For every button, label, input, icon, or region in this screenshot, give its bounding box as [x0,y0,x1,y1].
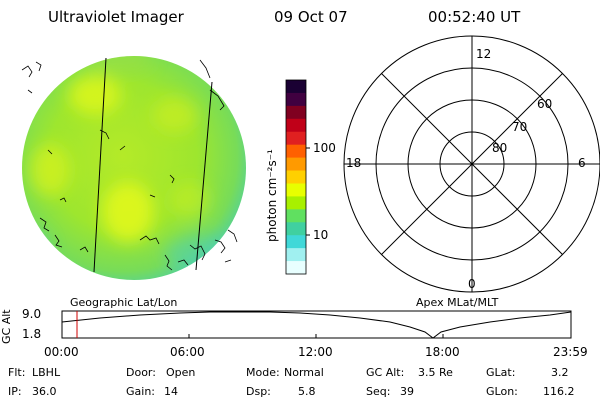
colorbar-segment [286,261,306,275]
colorbar-segment [286,80,306,94]
info-gcalt-value: 3.5 Re [418,366,453,379]
mlt-label-12: 12 [476,47,492,61]
colorbar-segment [286,196,306,210]
right-panel-label: Apex MLat/MLT [416,296,499,309]
info-glat-key: GLat: [486,366,516,379]
info-door-value: Open [166,366,196,379]
altitude-xtick-3: 18:00 [425,345,460,359]
colorbar-label-10: 10 [313,228,329,242]
info-door-key: Door: [126,366,156,379]
colorbar-frame [285,79,307,275]
info-glon-key: GLon: [486,385,518,398]
colorbar-segment [286,183,306,197]
info-seq-value: 39 [400,385,414,398]
info-glat-value: 3.2 [551,366,569,379]
colorbar-segment [286,131,306,146]
colorbar-unit-label: photon cm⁻²s⁻¹ [265,149,279,242]
colorbar-segment [286,157,306,172]
colorbar [285,79,307,275]
colorbar-segment [286,235,306,249]
info-ip-value: 36.0 [32,385,57,398]
instrument-title: Ultraviolet Imager [48,8,184,26]
left-panel-label: Geographic Lat/Lon [70,296,178,309]
lat-label-70: 70 [512,120,528,134]
mlt-label-6: 6 [578,156,586,170]
altitude-ytick-high: 9.0 [22,307,42,321]
info-flt-key: Flt: [8,366,26,379]
lat-label-60: 60 [537,97,553,111]
info-gain-value: 14 [164,385,178,398]
info-mode-value: Normal [284,366,324,379]
colorbar-segment [286,248,306,262]
info-dsp-key: Dsp: [246,385,271,398]
info-gcalt-key: GC Alt: [366,366,405,379]
info-dsp-value: 5.8 [298,385,316,398]
info-flt-value: LBHL [32,366,61,379]
colorbar-segment [286,118,306,133]
info-seq-key: Seq: [366,385,391,398]
altitude-xtick-4: 23:59 [553,345,588,359]
colorbar-segment [286,170,306,184]
altitude-xtick-2: 12:00 [298,345,333,359]
altitude-ylabel: GC Alt [0,309,13,344]
info-gain-key: Gain: [126,385,155,398]
info-mode-key: Mode: [246,366,280,379]
polar-diagonal-2 [381,73,563,255]
altitude-curve [61,311,572,339]
colorbar-segment [286,105,306,120]
altitude-x-ticks [61,334,572,338]
altitude-plot [61,310,572,339]
lat-label-80: 80 [492,141,508,155]
colorbar-segment [286,222,306,236]
info-glon-value: 116.2 [543,385,575,398]
colorbar-segment [286,144,306,159]
altitude-xtick-1: 06:00 [170,345,205,359]
colorbar-segment [286,209,306,223]
colorbar-segment [286,92,306,107]
mlt-label-0: 0 [468,277,476,291]
polar-grid [343,35,600,293]
altitude-ytick-low: 1.8 [22,327,42,341]
time-label: 00:52:40 UT [428,8,521,26]
mlt-label-18: 18 [346,156,362,170]
info-ip-key: IP: [8,385,22,398]
altitude-xtick-0: 00:00 [44,345,79,359]
uv-image [21,56,246,280]
date-label: 09 Oct 07 [274,8,348,26]
colorbar-label-100: 100 [313,141,336,155]
